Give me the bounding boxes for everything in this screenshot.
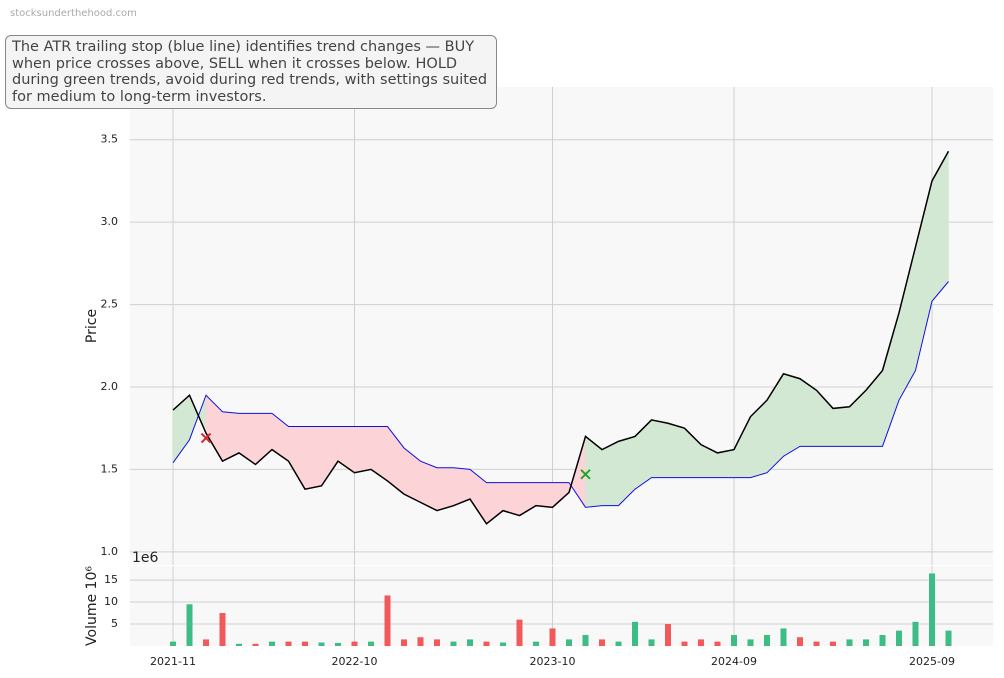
trend-fill <box>783 373 801 457</box>
volume-bar <box>483 641 490 646</box>
annotation: The ATR trailing stop (blue line) identi… <box>5 35 497 109</box>
volume-bar <box>285 641 292 646</box>
y-axis-label: Volume 10⁶ <box>84 566 100 646</box>
trend-fill <box>651 419 669 478</box>
volume-bar <box>830 641 836 646</box>
volume-bar <box>929 573 935 646</box>
volume-bar <box>203 639 209 646</box>
volume-bar <box>681 641 688 646</box>
volume-bar <box>648 639 655 646</box>
trailing-stop-line <box>172 281 949 508</box>
trend-fill <box>832 406 850 447</box>
volume-bar <box>747 639 754 646</box>
trend-fill <box>436 467 454 511</box>
x-tick-label: 2023-10 <box>530 655 576 668</box>
trend-fill <box>667 422 685 478</box>
volume-bar <box>384 595 391 646</box>
volume-bar <box>368 641 374 646</box>
volume-bar <box>467 639 473 646</box>
volume-bar <box>599 639 605 646</box>
volume-bar <box>401 639 407 646</box>
y-tick-label: 10 <box>104 595 118 608</box>
volume-bar <box>879 635 886 646</box>
volume-bar <box>170 641 176 646</box>
x-tick-label: 2025-09 <box>909 655 955 668</box>
x-tick-label: 2021-11 <box>150 655 196 668</box>
volume-bar <box>516 619 523 646</box>
volume-bar <box>269 641 275 646</box>
volume-bar <box>813 641 820 646</box>
y-tick-label: 1.5 <box>101 462 119 475</box>
y-tick-label: 1.0 <box>101 545 119 558</box>
volume-bar <box>186 604 193 646</box>
price-line <box>172 150 950 525</box>
volume-bar <box>302 641 308 646</box>
y-tick-label: 2.5 <box>101 298 119 311</box>
volume-bar <box>450 641 457 646</box>
plot-area <box>130 566 993 646</box>
volume-bar <box>632 621 638 646</box>
volume-bar <box>698 639 704 646</box>
volume-bar <box>896 630 902 646</box>
y-tick-label: 5 <box>111 617 118 630</box>
volume-bar <box>434 639 440 646</box>
volume-bar <box>219 613 226 646</box>
offset-label: 1e6 <box>132 550 159 566</box>
trend-fill <box>601 440 619 506</box>
y-tick-label: 15 <box>104 573 118 586</box>
x-tick-label: 2024-09 <box>711 655 757 668</box>
trend-fill <box>717 449 735 478</box>
volume-bar <box>417 637 424 646</box>
volume-bar <box>252 643 259 646</box>
y-axis-label: Price <box>84 309 100 343</box>
signal-marker <box>580 469 591 480</box>
volume-bar <box>582 635 589 646</box>
trend-fill <box>354 426 372 474</box>
volume-bar <box>714 641 721 646</box>
volume-bar <box>318 642 325 646</box>
volume-bar <box>945 630 952 646</box>
trend-fill <box>304 426 322 490</box>
watermark: stocksunderthehood.com <box>10 8 137 19</box>
volume-bar <box>335 642 341 646</box>
volume-bar <box>500 642 506 646</box>
y-tick-label: 3.0 <box>101 215 119 228</box>
y-tick-label: 3.5 <box>101 133 119 146</box>
trend-fill <box>535 482 553 508</box>
volume-bar <box>780 628 787 646</box>
volume-bar <box>731 635 737 646</box>
volume-bar <box>665 624 671 646</box>
volume-bar <box>797 637 803 646</box>
volume-bar <box>764 635 770 646</box>
volume-bar <box>846 639 853 646</box>
volume-bar <box>912 621 919 646</box>
volume-bar <box>566 639 572 646</box>
volume-bar <box>549 628 556 646</box>
x-tick-label: 2022-10 <box>332 655 378 668</box>
signal-marker <box>200 432 212 444</box>
volume-bar <box>615 641 622 646</box>
y-tick-label: 2.0 <box>101 380 119 393</box>
volume-bar <box>351 641 358 646</box>
volume-bar <box>236 643 242 646</box>
volume-bar <box>533 641 539 646</box>
volume-bar <box>863 639 869 646</box>
